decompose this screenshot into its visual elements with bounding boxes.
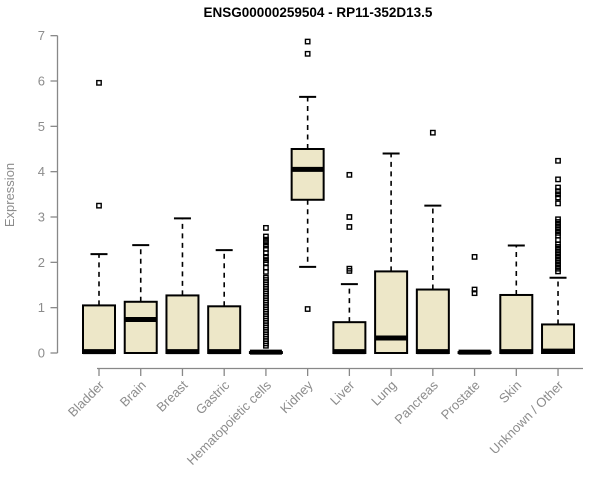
outlier-point-prostate	[471, 290, 478, 297]
outlier-point-unknown-other	[555, 268, 561, 275]
x-tick-label-breast: Breast	[153, 377, 190, 414]
box-lung	[374, 152, 409, 355]
y-tick-label: 5	[38, 119, 45, 134]
outlier-point-unknown-other	[555, 184, 561, 191]
iqr-box	[123, 300, 158, 355]
box-gastric	[207, 249, 242, 355]
box-unknown-other	[541, 276, 576, 355]
box-liver	[332, 283, 367, 355]
box-breast	[165, 217, 200, 355]
box-pancreas	[415, 204, 450, 355]
outlier-point-hematopoietic-cells	[263, 245, 269, 252]
outlier-point-hematopoietic-cells	[263, 224, 269, 231]
box-hematopoietic-cells	[248, 349, 283, 355]
box-bladder	[82, 253, 116, 355]
iqr-box	[165, 294, 200, 355]
box-skin	[499, 244, 534, 355]
outlier-point-kidney	[304, 38, 311, 45]
x-tick-label-liver: Liver	[327, 377, 358, 408]
outlier-point-unknown-other	[555, 176, 561, 183]
y-tick-label: 0	[38, 346, 45, 361]
y-tick-label: 7	[38, 28, 45, 43]
y-tick-label: 6	[38, 74, 45, 89]
x-tick-label-prostate: Prostate	[438, 378, 483, 423]
outlier-point-unknown-other	[555, 191, 561, 198]
outlier-point-pancreas	[429, 129, 436, 136]
outlier-point-hematopoietic-cells	[263, 239, 269, 246]
outlier-point-hematopoietic-cells	[263, 268, 269, 275]
iqr-box	[374, 270, 409, 355]
iqr-box	[207, 305, 242, 354]
outlier-point-prostate	[471, 253, 478, 260]
x-tick-label-skin: Skin	[496, 378, 524, 406]
outlier-point-unknown-other	[555, 200, 561, 207]
y-tick-label: 1	[38, 300, 45, 315]
outlier-point-kidney	[304, 50, 311, 57]
x-tick-label-kidney: Kidney	[277, 377, 316, 416]
outliers-layer	[96, 38, 561, 349]
box-prostate	[457, 349, 492, 355]
outlier-point-unknown-other	[555, 194, 561, 201]
iqr-box	[499, 293, 534, 354]
outlier-point-hematopoietic-cells	[263, 253, 269, 260]
outlier-point-bladder	[96, 202, 102, 209]
y-tick-label: 2	[38, 255, 45, 270]
y-tick-label: 3	[38, 210, 45, 225]
x-tick-label-lung: Lung	[368, 378, 399, 409]
x-tick-label-unknown-other: Unknown / Other	[487, 377, 567, 457]
outlier-point-hematopoietic-cells	[263, 242, 269, 249]
boxes-layer	[82, 95, 576, 355]
box-brain	[123, 244, 158, 355]
iqr-box	[415, 288, 450, 355]
outlier-point-unknown-other	[555, 157, 561, 164]
chart-title: ENSG00000259504 - RP11-352D13.5	[204, 5, 433, 20]
x-tick-label-brain: Brain	[117, 378, 149, 410]
outlier-point-hematopoietic-cells	[263, 250, 269, 257]
iqr-box	[82, 304, 116, 355]
outlier-point-liver	[346, 268, 353, 274]
iqr-box	[290, 148, 325, 201]
box-kidney	[290, 95, 325, 268]
x-tick-label-gastric: Gastric	[193, 377, 233, 417]
outlier-point-liver	[346, 171, 353, 178]
outlier-point-liver	[346, 224, 353, 230]
outlier-point-kidney	[304, 306, 311, 312]
outlier-point-liver	[346, 214, 353, 220]
y-axis-label: Expression	[2, 163, 17, 227]
y-tick-label: 4	[38, 164, 45, 179]
outlier-point-hematopoietic-cells	[263, 342, 269, 349]
outlier-point-prostate	[471, 286, 478, 293]
x-tick-label-bladder: Bladder	[65, 377, 108, 420]
x-tick-label-pancreas: Pancreas	[392, 377, 442, 427]
outlier-point-unknown-other	[555, 188, 561, 195]
outlier-point-bladder	[96, 79, 102, 86]
outlier-point-hematopoietic-cells	[263, 233, 269, 240]
iqr-box	[332, 321, 367, 354]
